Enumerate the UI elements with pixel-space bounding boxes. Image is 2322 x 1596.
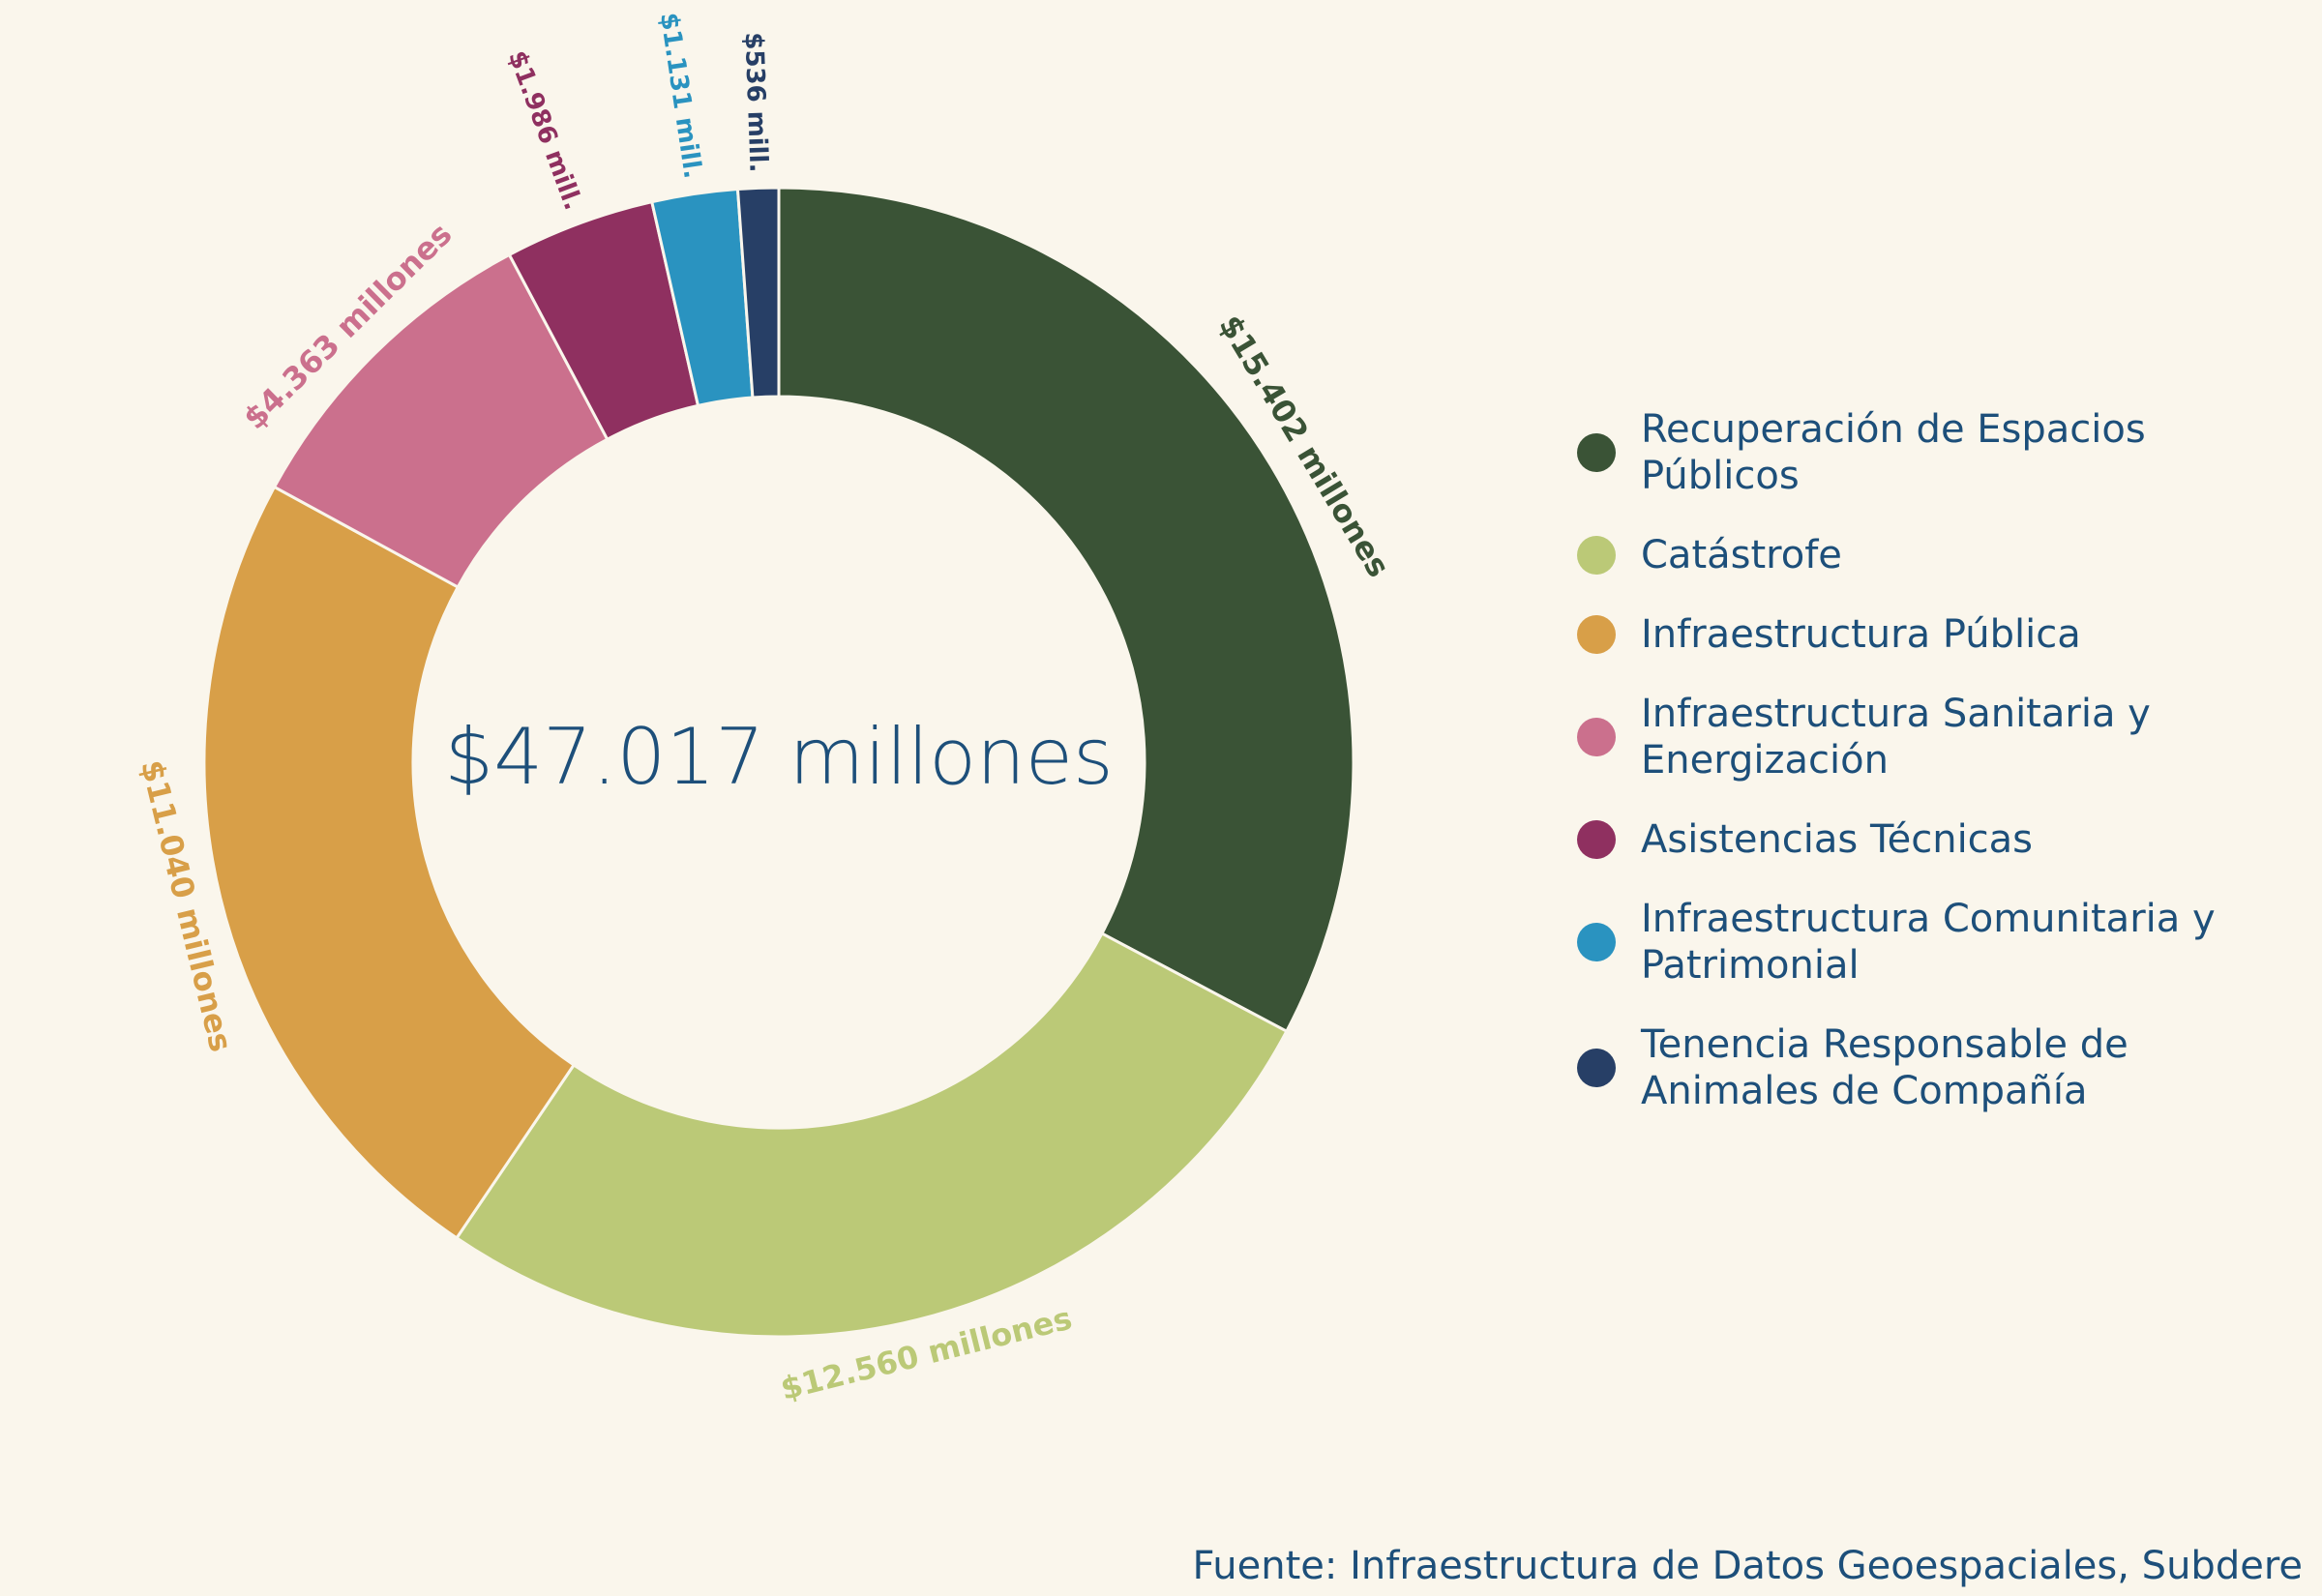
legend-item: Asistencias Técnicas <box>1577 816 2274 863</box>
value-label: $536 mill. <box>738 32 772 173</box>
legend-swatch <box>1577 820 1616 859</box>
legend-swatch <box>1577 433 1616 472</box>
legend-label: Infraestructura Comunitaria y Patrimonia… <box>1641 897 2216 988</box>
value-label: $1.986 mill. <box>502 46 587 214</box>
legend-label: Asistencias Técnicas <box>1641 817 2034 862</box>
legend-swatch <box>1577 1049 1616 1087</box>
legend-label: Infraestructura Sanitaria y Energización <box>1641 692 2151 783</box>
legend-item: Infraestructura Sanitaria y Energización <box>1577 691 2274 783</box>
legend-item: Recuperación de Espacios Públicos <box>1577 406 2274 499</box>
legend-swatch <box>1577 536 1616 575</box>
legend-swatch <box>1577 923 1616 961</box>
source: Fuente: Infraestructura de Datos Geoespa… <box>1192 1544 2303 1588</box>
donut-slice <box>202 485 577 1240</box>
donut-slice <box>777 186 1355 1034</box>
legend-item: Catástrofe <box>1577 532 2274 578</box>
legend-label: Catástrofe <box>1641 533 1842 577</box>
legend-swatch <box>1577 615 1616 654</box>
donut-slice <box>735 186 781 399</box>
legend-item: Tenencia Responsable de Animales de Comp… <box>1577 1021 2274 1114</box>
legend-label: Tenencia Responsable de Animales de Comp… <box>1641 1022 2128 1113</box>
legend-label: Recuperación de Espacios Públicos <box>1641 407 2146 498</box>
center-label: $47.017 millones <box>444 712 1113 802</box>
donut-slice <box>454 931 1289 1339</box>
legend-swatch <box>1577 718 1616 756</box>
legend-label: Infraestructura Pública <box>1641 612 2081 657</box>
value-label: $1.131 mill. <box>654 11 707 181</box>
legend-item: Infraestructura Pública <box>1577 611 2274 658</box>
legend-item: Infraestructura Comunitaria y Patrimonia… <box>1577 896 2274 989</box>
legend: Recuperación de Espacios Públicos Catástr… <box>1577 406 2274 1114</box>
